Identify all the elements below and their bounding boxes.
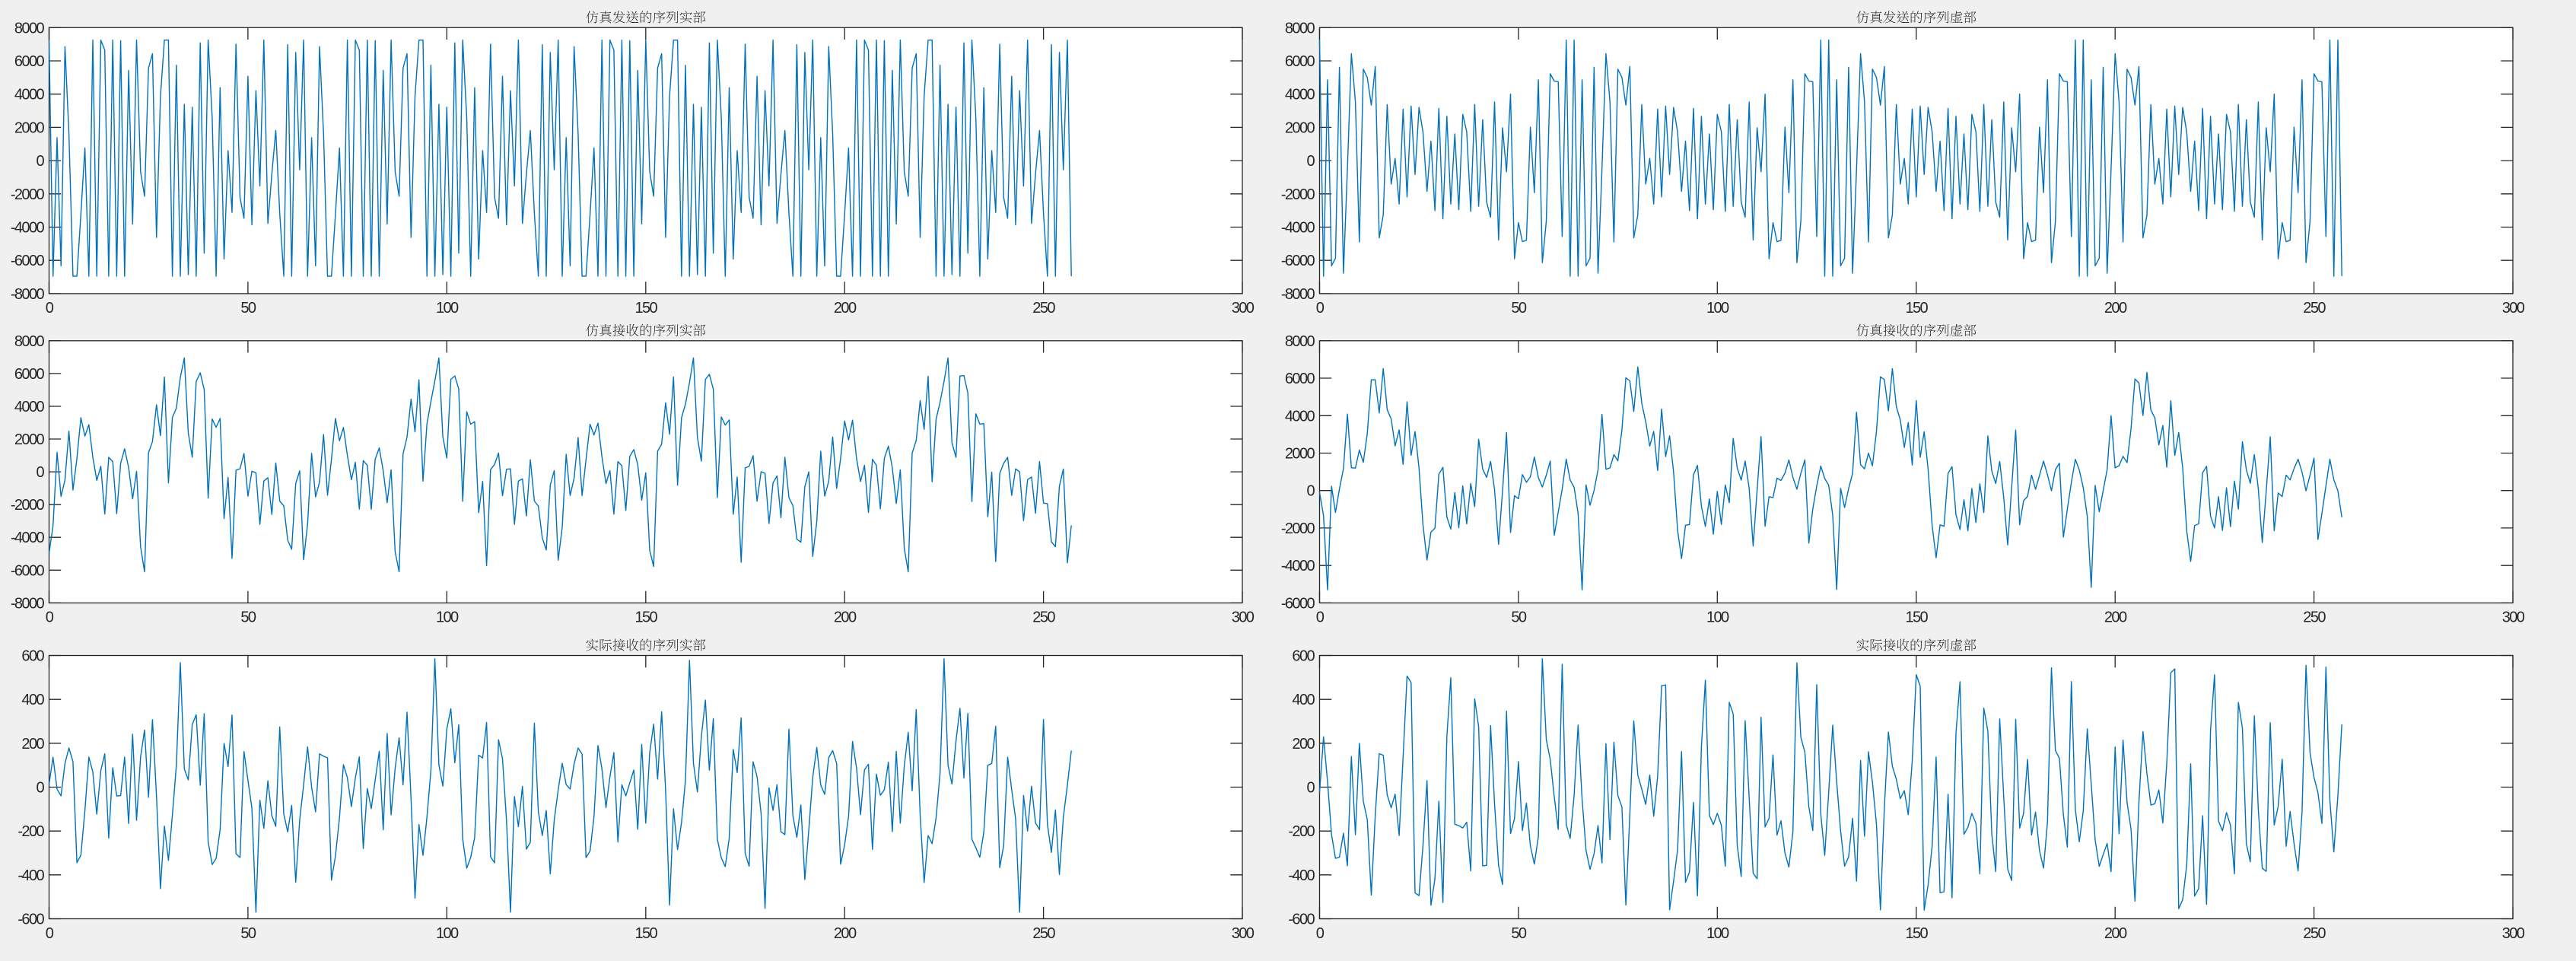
svg-text:100: 100 <box>1706 925 1729 942</box>
svg-text:300: 300 <box>2502 300 2525 317</box>
svg-text:8000: 8000 <box>1285 20 1315 37</box>
svg-text:200: 200 <box>834 925 857 942</box>
svg-text:400: 400 <box>21 692 44 708</box>
svg-text:4000: 4000 <box>1285 408 1315 425</box>
svg-text:200: 200 <box>834 300 857 317</box>
svg-text:4000: 4000 <box>14 87 45 103</box>
svg-text:-200: -200 <box>1288 823 1315 840</box>
svg-text:200: 200 <box>2104 300 2127 317</box>
svg-text:250: 250 <box>1032 300 1055 317</box>
svg-text:2000: 2000 <box>1285 446 1315 463</box>
svg-text:2000: 2000 <box>14 119 45 136</box>
svg-text:200: 200 <box>2104 609 2127 626</box>
svg-text:6000: 6000 <box>14 53 45 70</box>
svg-text:300: 300 <box>2502 609 2525 626</box>
svg-text:-4000: -4000 <box>11 530 45 546</box>
svg-text:-2000: -2000 <box>1281 186 1315 203</box>
svg-text:0: 0 <box>1306 153 1315 170</box>
svg-text:250: 250 <box>2303 925 2326 942</box>
svg-text:-400: -400 <box>17 867 44 884</box>
svg-text:150: 150 <box>635 925 658 942</box>
svg-text:100: 100 <box>436 609 459 626</box>
svg-text:6000: 6000 <box>14 366 45 383</box>
svg-text:300: 300 <box>2502 925 2525 942</box>
svg-text:300: 300 <box>1232 609 1255 626</box>
svg-text:-2000: -2000 <box>11 186 45 203</box>
svg-text:8000: 8000 <box>14 20 45 37</box>
svg-text:4000: 4000 <box>1285 87 1315 103</box>
svg-text:200: 200 <box>834 609 857 626</box>
svg-text:50: 50 <box>240 300 256 317</box>
svg-text:100: 100 <box>436 925 459 942</box>
svg-text:0: 0 <box>46 609 54 626</box>
svg-text:50: 50 <box>240 925 256 942</box>
svg-text:0: 0 <box>36 780 44 797</box>
svg-text:-8000: -8000 <box>11 286 45 303</box>
svg-text:50: 50 <box>240 609 256 626</box>
svg-text:0: 0 <box>1316 300 1325 317</box>
svg-text:0: 0 <box>46 925 54 942</box>
svg-text:400: 400 <box>1292 692 1315 708</box>
svg-text:-2000: -2000 <box>11 497 45 514</box>
svg-text:-6000: -6000 <box>11 562 45 579</box>
svg-text:6000: 6000 <box>1285 53 1315 70</box>
svg-text:0: 0 <box>36 464 44 481</box>
svg-text:150: 150 <box>635 609 658 626</box>
svg-text:300: 300 <box>1232 925 1255 942</box>
svg-text:2000: 2000 <box>14 431 45 448</box>
svg-text:600: 600 <box>1292 648 1315 665</box>
svg-text:-600: -600 <box>17 912 44 928</box>
svg-text:200: 200 <box>1292 736 1315 753</box>
svg-text:100: 100 <box>1706 609 1729 626</box>
svg-text:-2000: -2000 <box>1281 520 1315 537</box>
svg-text:150: 150 <box>1906 300 1929 317</box>
svg-text:250: 250 <box>2303 300 2326 317</box>
svg-text:-600: -600 <box>1288 912 1315 928</box>
svg-text:100: 100 <box>436 300 459 317</box>
svg-text:-200: -200 <box>17 823 44 840</box>
svg-text:250: 250 <box>1032 609 1055 626</box>
svg-text:200: 200 <box>2104 925 2127 942</box>
svg-text:-4000: -4000 <box>11 220 45 237</box>
svg-text:50: 50 <box>1511 609 1527 626</box>
svg-text:0: 0 <box>46 300 54 317</box>
svg-text:4000: 4000 <box>14 399 45 415</box>
svg-text:2000: 2000 <box>1285 119 1315 136</box>
svg-text:8000: 8000 <box>1285 333 1315 350</box>
svg-text:-8000: -8000 <box>11 595 45 612</box>
svg-text:300: 300 <box>1232 300 1255 317</box>
svg-text:0: 0 <box>1316 925 1325 942</box>
svg-text:-6000: -6000 <box>1281 595 1315 612</box>
svg-text:-4000: -4000 <box>1281 220 1315 237</box>
svg-text:-400: -400 <box>1288 867 1315 884</box>
svg-text:0: 0 <box>1306 483 1315 500</box>
svg-text:-4000: -4000 <box>1281 558 1315 574</box>
svg-text:150: 150 <box>1906 925 1929 942</box>
svg-text:50: 50 <box>1511 300 1527 317</box>
svg-text:0: 0 <box>1306 780 1315 797</box>
svg-text:150: 150 <box>1906 609 1929 626</box>
svg-text:600: 600 <box>21 648 44 665</box>
svg-text:8000: 8000 <box>14 333 45 350</box>
svg-text:-6000: -6000 <box>1281 253 1315 269</box>
svg-text:-6000: -6000 <box>11 253 45 269</box>
svg-text:100: 100 <box>1706 300 1729 317</box>
svg-text:50: 50 <box>1511 925 1527 942</box>
svg-text:6000: 6000 <box>1285 371 1315 387</box>
svg-text:0: 0 <box>36 153 44 170</box>
svg-text:-8000: -8000 <box>1281 286 1315 303</box>
svg-text:250: 250 <box>1032 925 1055 942</box>
svg-text:150: 150 <box>635 300 658 317</box>
svg-text:200: 200 <box>21 736 44 753</box>
svg-text:0: 0 <box>1316 609 1325 626</box>
svg-text:250: 250 <box>2303 609 2326 626</box>
